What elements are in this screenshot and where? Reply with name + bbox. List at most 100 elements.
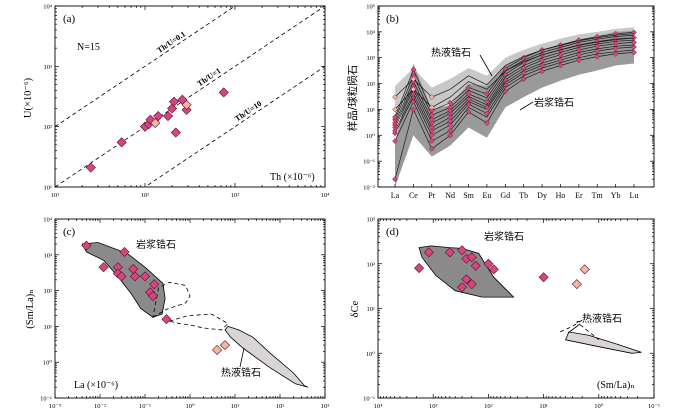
panel-b-frame — [377, 5, 655, 188]
ree-pattern-line — [394, 42, 635, 128]
panel-b-leader-magmatic — [519, 101, 534, 111]
x-category-label: Er — [575, 191, 583, 200]
ree-pattern-point — [410, 86, 417, 93]
y-tick-label: 10² — [367, 261, 376, 268]
panel-c-fields — [81, 242, 309, 388]
y-tick-label: 10⁵ — [366, 4, 375, 11]
ree-pattern-point — [410, 106, 417, 113]
ree-pattern-point — [392, 127, 398, 134]
y-tick-label: 10² — [367, 81, 376, 88]
panel-d-label: (d) — [386, 226, 399, 238]
ree-pattern-point — [612, 45, 619, 52]
magmatic-zircon-field — [418, 245, 515, 298]
ree-pattern-point — [410, 76, 417, 82]
ratio-line-label-0: Th/U=0.1 — [155, 29, 187, 54]
ree-pattern-line — [394, 52, 635, 180]
panel-c-xlabel: La (×10⁻⁶) — [74, 380, 118, 391]
panel-d-frame — [377, 218, 655, 399]
x-category-label: Dy — [537, 191, 547, 200]
ree-pattern-point — [428, 138, 435, 144]
y-tick-label: 10⁰ — [366, 351, 376, 358]
ree-pattern-point — [392, 120, 398, 126]
magmatic-zircon-point — [153, 111, 164, 122]
y-tick-label: 10⁻² — [363, 185, 375, 192]
magmatic-zircon-point — [444, 247, 455, 258]
x-category-label: Tb — [519, 191, 528, 200]
magmatic-zircon-point — [423, 247, 434, 258]
ree-pattern-point — [447, 118, 454, 125]
x-category-label: Pr — [428, 191, 435, 200]
ratio-line-1 — [55, 6, 325, 187]
ree-pattern-point — [428, 116, 435, 123]
panel-c-annotation-hydrothermal: 热液锆石 — [221, 366, 261, 379]
hydrothermal-zircon-field — [224, 325, 309, 388]
ree-pattern-line — [394, 35, 635, 120]
panel-c-label: (c) — [63, 226, 76, 238]
hydrothermal-zircon-field-dashed — [167, 313, 229, 331]
ree-pattern-point — [631, 34, 637, 41]
x-tick-label: 10⁰ — [185, 403, 195, 410]
y-tick-label: 10⁻¹ — [363, 396, 375, 403]
ree-pattern-point — [575, 51, 582, 58]
ree-pattern-point — [465, 109, 472, 115]
magmatic-zircon-point — [116, 137, 127, 148]
x-tick-label: 10³ — [231, 192, 240, 199]
y-tick-label: 10³ — [44, 64, 53, 71]
ree-pattern-point — [465, 84, 472, 91]
panel-c-points — [81, 240, 231, 355]
ree-pattern-point — [447, 122, 454, 128]
hydrothermal-zircon-point — [150, 117, 161, 129]
magmatic-zircon-point — [466, 252, 477, 263]
panel-d-points — [414, 245, 590, 293]
ree-pattern-point — [631, 44, 637, 50]
x-category-label: Lu — [630, 191, 639, 200]
ree-pattern-line — [394, 37, 635, 110]
magmatic-zircon-point — [218, 87, 229, 98]
ree-pattern-point — [612, 36, 619, 42]
x-tick-label: 10³ — [429, 403, 438, 410]
ree-pattern-point — [612, 51, 619, 57]
ree-pattern-point — [612, 30, 619, 37]
y-tick-label: 10² — [44, 288, 53, 295]
magmatic-zircon-point — [129, 271, 141, 282]
ree-pattern-point — [447, 127, 454, 134]
magmatic-zircon-point — [149, 279, 160, 290]
x-tick-label: 10² — [141, 192, 150, 199]
ree-pattern-point — [520, 54, 527, 61]
panel-a-annotation: N=15 — [77, 42, 100, 53]
ree-pattern-point — [557, 62, 564, 69]
magmatic-zircon-point — [85, 162, 96, 173]
ree-pattern-point — [392, 176, 398, 183]
magmatic-zircon-point — [457, 282, 468, 293]
magmatic-zircon-point — [116, 271, 127, 282]
ree-pattern-point — [631, 39, 637, 46]
magmatic-zircon-point — [119, 246, 130, 257]
magmatic-zircon-point — [461, 274, 472, 285]
x-category-label: Gd — [500, 191, 510, 200]
ratio-line-0 — [55, 6, 236, 127]
magmatic-zircon-field — [81, 242, 166, 318]
ree-pattern-point — [557, 57, 564, 64]
x-tick-label: 10¹ — [51, 192, 60, 199]
x-tick-label: 10⁴ — [321, 192, 331, 199]
magmatic-zircon-point — [98, 262, 109, 273]
ree-pattern-line — [394, 37, 635, 124]
panel-d-annotation-magmatic: 岩浆锆石 — [484, 230, 524, 243]
ree-pattern-point — [594, 33, 601, 40]
magmatic-zircon-point — [470, 260, 481, 271]
ree-pattern-point — [631, 49, 637, 56]
ree-pattern-point — [612, 40, 619, 47]
x-tick-label: 10² — [484, 403, 493, 410]
hydrothermal-zircon-point — [212, 344, 223, 355]
x-category-label: Sm — [463, 191, 474, 200]
ree-pattern-point — [575, 42, 582, 48]
panel-a-ratio-lines — [55, 6, 325, 187]
ree-pattern-point — [428, 145, 435, 152]
y-tick-label: 10³ — [367, 55, 376, 62]
hydrothermal-zircon-point — [181, 99, 192, 110]
hydrothermal-zircon-point — [219, 340, 231, 351]
hydrothermal-zircon-point — [579, 264, 590, 275]
